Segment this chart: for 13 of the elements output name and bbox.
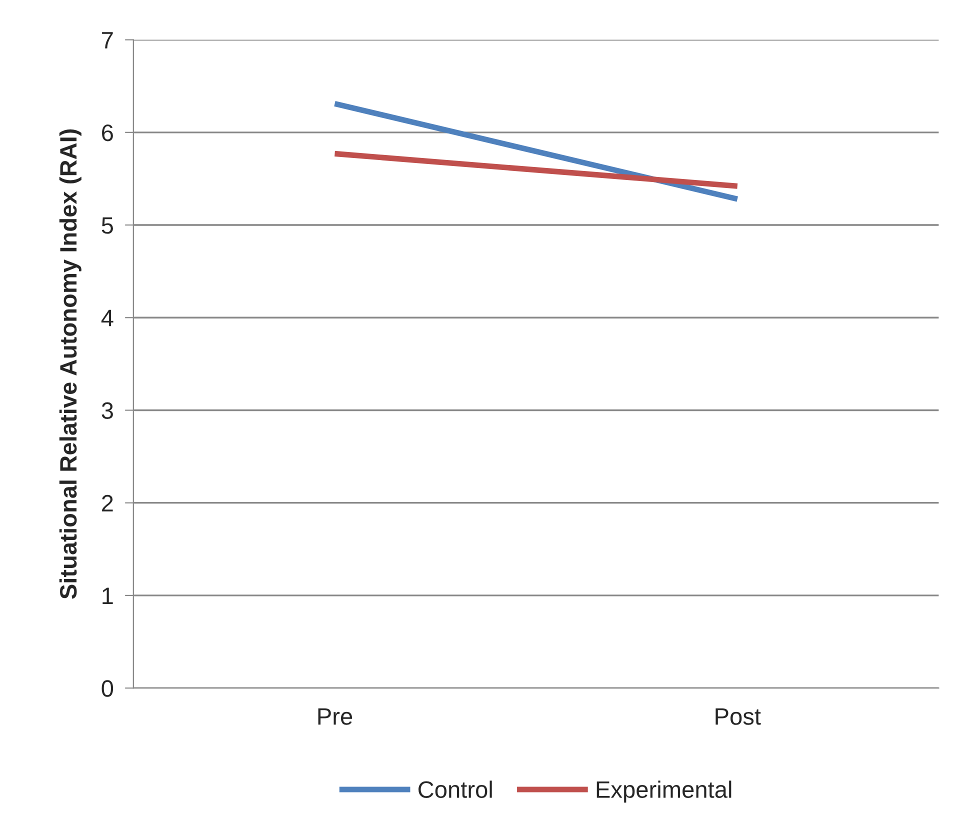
y-tick-label: 2	[102, 494, 113, 512]
x-tick-label: Pre	[318, 708, 352, 725]
y-tick-label: 0	[102, 680, 114, 697]
y-tick-label: 7	[102, 32, 113, 48]
y-tick-label: 5	[102, 217, 113, 234]
x-tick-label: Post	[716, 708, 761, 725]
y-tick-label: 3	[102, 402, 113, 420]
legend-label: Experimental	[596, 780, 732, 803]
y-axis-title: Situational Relative Autonomy Index (RAI)	[59, 129, 82, 599]
y-tick-label: 1	[102, 588, 113, 604]
y-tick-label: 4	[101, 310, 114, 326]
legend-label: Control	[418, 780, 492, 798]
y-tick-label: 6	[102, 124, 113, 142]
